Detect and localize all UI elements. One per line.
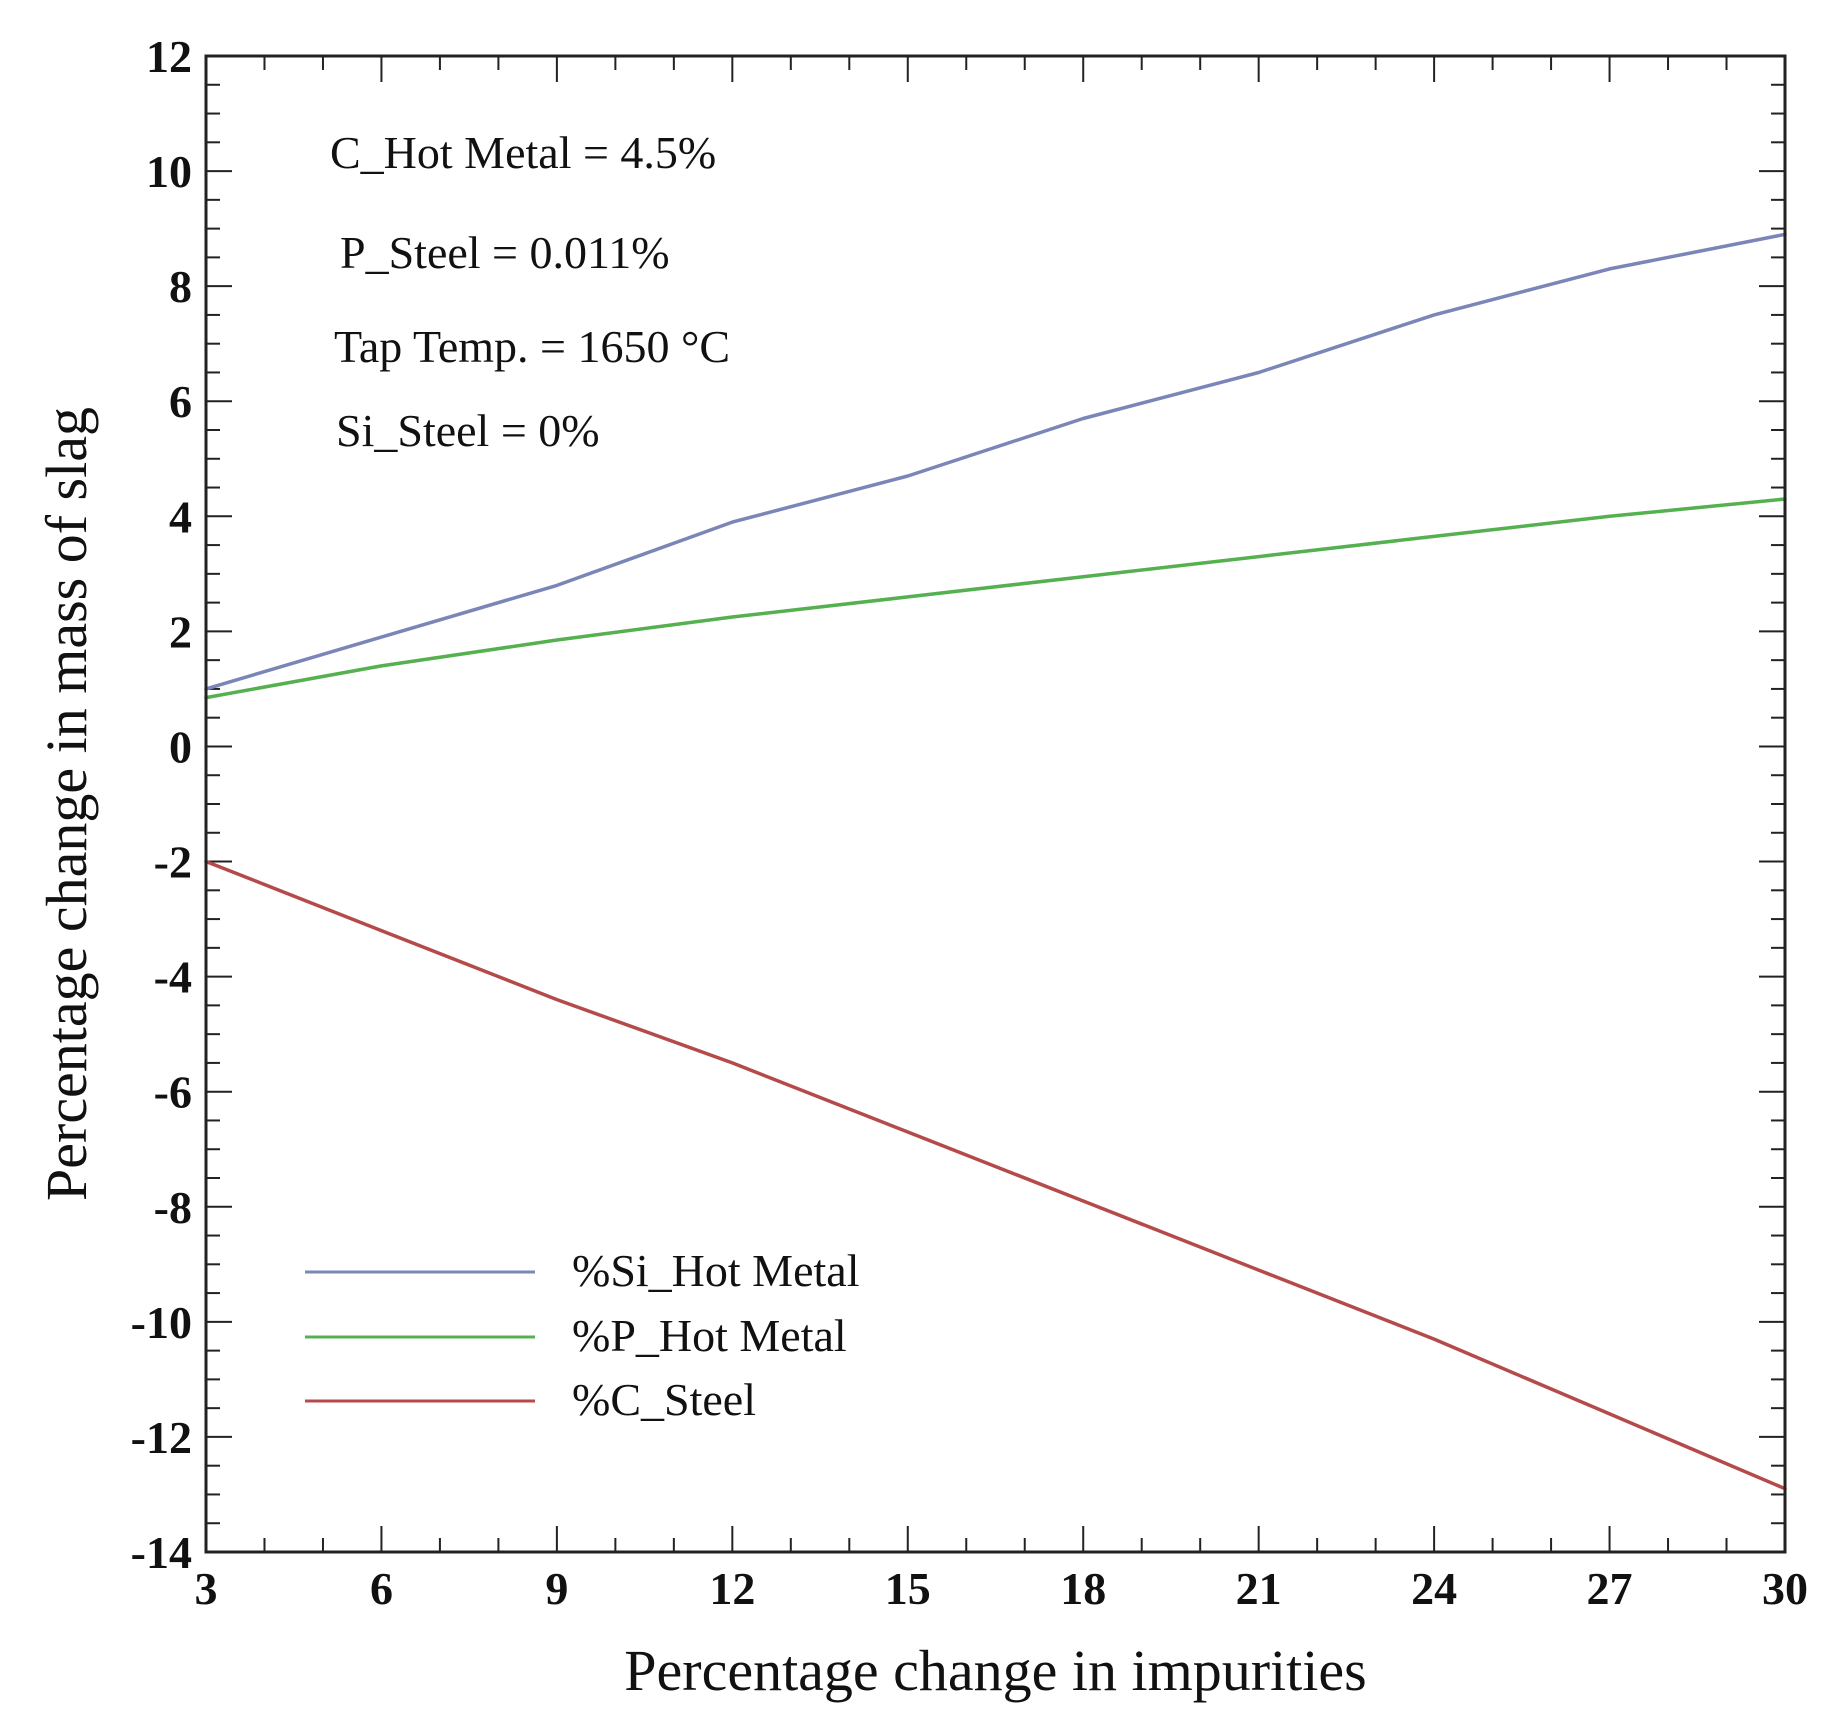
y-axis-title: Percentage change in mass of slag — [34, 407, 99, 1201]
y-tick-label: -6 — [154, 1067, 192, 1118]
y-tick-label: 2 — [169, 606, 192, 657]
x-tick-label: 9 — [545, 1563, 568, 1614]
annotation-tap-temp: Tap Temp. = 1650 °C — [334, 321, 730, 372]
y-tick-label: -10 — [131, 1297, 192, 1348]
x-tick-label: 21 — [1236, 1563, 1282, 1614]
y-tick-label: 0 — [169, 721, 192, 772]
series-lines — [204, 232, 1787, 1491]
annotations: C_Hot Metal = 4.5% P_Steel = 0.011% Tap … — [330, 127, 730, 456]
annotation-c-hot-metal: C_Hot Metal = 4.5% — [330, 127, 716, 178]
annotation-si-steel: Si_Steel = 0% — [336, 405, 600, 456]
legend-label-p-hot-metal: %P_Hot Metal — [572, 1310, 847, 1361]
y-tick-label: -2 — [154, 837, 192, 888]
x-tick-label: 3 — [195, 1563, 218, 1614]
x-tick-label: 6 — [370, 1563, 393, 1614]
x-tick-label: 24 — [1411, 1563, 1457, 1614]
y-tick-label: -12 — [131, 1412, 192, 1463]
x-tick-label: 30 — [1762, 1563, 1808, 1614]
plot-frame — [204, 54, 1787, 1554]
y-tick-label: -8 — [154, 1182, 192, 1233]
axis-ticks — [205, 55, 1786, 1553]
y-tick-label: 4 — [169, 491, 192, 542]
y-tick-label: 10 — [146, 146, 192, 197]
series-line-1 — [204, 497, 1787, 700]
series-line-2 — [204, 859, 1787, 1491]
y-tick-label: 6 — [169, 376, 192, 427]
legend-label-si-hot-metal: %Si_Hot Metal — [572, 1245, 859, 1296]
legend: %Si_Hot Metal %P_Hot Metal %C_Steel — [305, 1245, 859, 1425]
x-tick-label: 18 — [1060, 1563, 1106, 1614]
annotation-p-steel: P_Steel = 0.011% — [340, 227, 670, 278]
x-tick-label: 15 — [885, 1563, 931, 1614]
tick-labels: 3 6 9 12 15 18 21 24 27 30 12 10 8 6 4 2 0 -2 -4 -6 -8 -10 -12… — [131, 31, 1808, 1614]
y-tick-label: -14 — [131, 1527, 192, 1578]
y-tick-label: -4 — [154, 952, 192, 1003]
x-axis-title: Percentage change in impurities — [624, 1638, 1366, 1703]
y-tick-label: 8 — [169, 261, 192, 312]
x-tick-label: 27 — [1587, 1563, 1633, 1614]
series-line-0 — [204, 232, 1787, 691]
legend-label-c-steel: %C_Steel — [572, 1374, 756, 1425]
y-tick-label: 12 — [146, 31, 192, 82]
x-tick-label: 12 — [709, 1563, 755, 1614]
